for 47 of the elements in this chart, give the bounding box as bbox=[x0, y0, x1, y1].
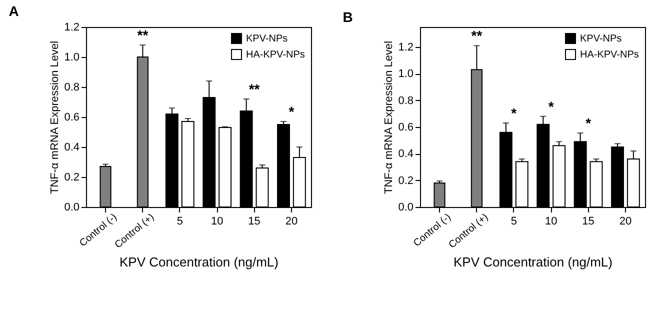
y-axis-title: TNF-α mRNA Expression Level bbox=[49, 40, 62, 194]
x-axis-title: KPV Concentration (ng/mL) bbox=[454, 254, 612, 270]
x-tick-label: 10 bbox=[544, 216, 558, 228]
bar bbox=[181, 121, 194, 208]
x-tick-label: 15 bbox=[248, 216, 260, 228]
annotation: * bbox=[548, 98, 554, 114]
x-tick-label: 10 bbox=[210, 216, 224, 228]
bar bbox=[218, 127, 232, 208]
legend-label: HA-KPV-NPs bbox=[246, 50, 305, 60]
x-tick-label: 20 bbox=[285, 216, 298, 228]
bar bbox=[590, 161, 603, 208]
bar bbox=[552, 145, 566, 208]
y-tick-label: 0.4 bbox=[398, 148, 414, 160]
y-tick-label: 0.6 bbox=[64, 112, 80, 124]
bar bbox=[277, 124, 290, 208]
y-tick-label: 0.2 bbox=[398, 174, 414, 187]
x-tick-label: 20 bbox=[619, 216, 632, 228]
bar bbox=[611, 146, 624, 208]
chart-title: A bbox=[8, 3, 19, 19]
legend-label: HA-KPV-NPs bbox=[580, 50, 639, 60]
annotation: ** bbox=[248, 81, 260, 97]
x-tick-label: 5 bbox=[510, 216, 517, 228]
y-tick-label: 0.0 bbox=[398, 202, 414, 214]
annotation: ** bbox=[137, 27, 149, 43]
legend-label: KPV-NPs bbox=[246, 34, 288, 44]
bar bbox=[256, 168, 269, 208]
y-tick-label: 1.0 bbox=[398, 68, 414, 80]
annotation: * bbox=[586, 115, 592, 131]
y-axis-title: TNF-α mRNA Expression Level bbox=[383, 40, 396, 194]
annotation: * bbox=[511, 105, 518, 121]
x-tick-label: 15 bbox=[582, 216, 594, 228]
y-tick-label: 1.2 bbox=[64, 22, 80, 34]
annotation: ** bbox=[471, 28, 483, 44]
y-tick-label: 0.8 bbox=[398, 94, 414, 107]
x-tick-label: 5 bbox=[176, 216, 183, 228]
annotation: * bbox=[288, 104, 295, 120]
y-tick-label: 0.4 bbox=[64, 142, 80, 154]
y-tick-label: 0.8 bbox=[64, 82, 80, 94]
bar bbox=[515, 161, 528, 208]
y-tick-label: 0.2 bbox=[64, 172, 80, 184]
x-axis-title: KPV Concentration (ng/mL) bbox=[120, 254, 278, 270]
legend-label: KPV-NPs bbox=[580, 34, 622, 44]
y-tick-label: 0.6 bbox=[398, 122, 414, 134]
y-tick-label: 0.0 bbox=[64, 202, 80, 214]
chart-title: B bbox=[342, 9, 353, 25]
y-tick-label: 1.2 bbox=[398, 42, 414, 54]
y-tick-label: 1.0 bbox=[64, 52, 80, 64]
